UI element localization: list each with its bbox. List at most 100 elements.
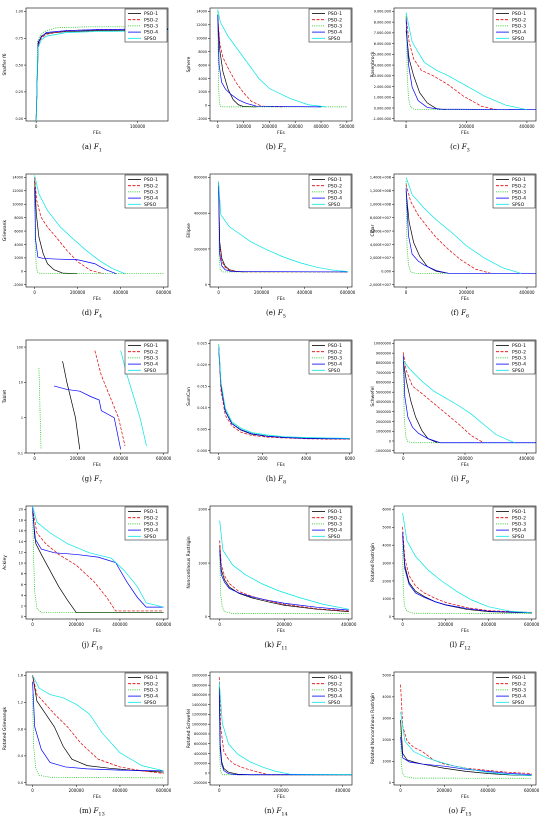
y-tick-label: 0.010 [197,406,207,410]
legend-label: SPSO [512,700,525,706]
legend-label: PSO-2 [512,515,526,521]
y-tick-label: 0.0 [18,781,23,785]
series-line-pso-1 [405,30,446,111]
x-tick-label: 0 [217,456,220,461]
y-tick-label: 3000 [382,717,391,721]
figure-caption: (m) F13 [0,807,184,817]
figure-caption: (i) F9 [368,475,552,485]
plot-frame [25,339,169,454]
figure-caption: (c) F3 [368,143,552,153]
series-line-spso [405,177,521,274]
figure-caption: (o) F15 [368,807,552,817]
x-tick-label: 0 [35,124,38,129]
series-line-pso-3 [218,344,350,440]
legend-label: PSO-4 [328,362,342,368]
legend-label: PSO-1 [512,509,526,515]
figure-caption: (e) F5 [184,309,368,319]
plot-frame [209,505,353,620]
y-tick-label: 2000 [198,90,207,94]
x-tick-label: 200000 [70,456,86,461]
y-tick-label: 4000 [382,695,391,699]
plot-frame [25,7,169,122]
x-axis-label: FEs [461,628,469,634]
y-tick-label: -1.000.000 [373,117,391,121]
chart-svg: 0 200000 400000 0 1000 2000 FEs Noncontinous Ra… [186,505,357,634]
series-line-pso-4 [32,506,164,608]
legend-label: PSO-4 [328,694,342,700]
caption-letter: (k) [264,641,277,649]
legend-box [308,340,352,375]
caption-function: F [278,143,283,151]
y-tick-label: 6.000.000 [374,42,391,46]
x-tick-label: 200000 [457,456,473,461]
y-tick-label: 0 [21,270,23,274]
legend-label: PSO-4 [328,196,342,202]
figure-caption: (a) F1 [0,143,184,153]
y-tick-label: 0.25 [15,90,23,94]
legend-box [308,8,352,43]
x-axis-label: FEs [93,462,101,468]
plot-frame [25,505,169,620]
y-tick-label: -200000 [193,781,207,785]
x-tick-label: 400000 [519,290,535,295]
legend-label: PSO-3 [328,24,342,30]
y-tick-label: 400000 [194,752,207,756]
x-tick-label: 0 [218,788,221,793]
series-line-spso [32,675,164,772]
chart-panel: 0 100000 200000 300000 400000 500000 -2000 0 200… [184,0,368,166]
y-tick-label: 5000 [382,526,391,530]
legend-box [308,506,352,541]
series-line-pso-1 [32,675,164,773]
legend-label: PSO-2 [144,17,158,23]
series-line-pso-3 [405,13,536,111]
legend-box [492,340,536,375]
series-line-spso [218,344,350,439]
legend-label: SPSO [144,202,157,208]
y-tick-label: 0.4 [18,754,23,758]
legend-label: SPSO [144,36,157,42]
caption-function: F [460,807,466,815]
x-tick-label: 400000 [313,124,329,129]
y-tick-label: 0.025 [197,342,207,346]
y-tick-label: 10 [19,381,23,385]
legend-label: PSO-3 [144,356,158,362]
y-tick-label: 0.000.000 [374,106,391,110]
plot-frame [25,671,169,786]
y-tick-label: 0.015 [197,385,207,389]
caption-subscript: 3 [466,147,470,154]
series-line-pso-4 [35,28,168,121]
y-tick-label: 1.000.000 [374,96,391,100]
x-axis-label: FEs [277,296,285,302]
legend-label: PSO-4 [512,196,526,202]
y-tick-label: 2000 [198,508,207,512]
legend-label: PSO-3 [144,190,158,196]
legend-label: PSO-1 [144,343,158,349]
legend-label: PSO-1 [328,177,342,183]
series-line-pso-3 [34,183,164,275]
y-tick-label: 9000000 [376,351,391,355]
x-tick-label: 600000 [524,788,540,793]
x-tick-label: 0 [405,290,408,295]
y-tick-label: 8,000E+007 [370,216,391,220]
y-tick-label: 0 [205,771,207,775]
y-tick-label: 2000 [14,256,23,260]
y-tick-label: 10000 [196,37,207,41]
figure-caption: (f) F6 [368,309,552,319]
chart-panel: 0 200000 400000 -1.000.000 0.000.000 1.000.00… [368,0,552,166]
y-tick-label: 7.000.000 [374,31,391,35]
y-tick-label: 4.000.000 [374,63,391,67]
series-line-pso-1 [35,29,168,121]
x-tick-label: 600000 [340,290,356,295]
series-line-pso-2 [405,184,491,274]
series-line-spso [405,12,528,111]
legend-label: PSO-3 [512,356,526,362]
chart-panel: 0 100000 0.00 0.25 0.50 0.75 1.00 FEs Shaffer f6… [0,0,184,166]
series-line-pso-4 [219,550,349,611]
legend-box [492,672,536,707]
x-tick-label: 4000 [301,456,312,461]
y-tick-label: 14 [19,540,23,544]
series-line-pso-1 [402,535,532,614]
legend-label: SPSO [512,368,525,374]
x-tick-label: 200000 [69,622,85,627]
x-tick-label: 0 [401,622,404,627]
